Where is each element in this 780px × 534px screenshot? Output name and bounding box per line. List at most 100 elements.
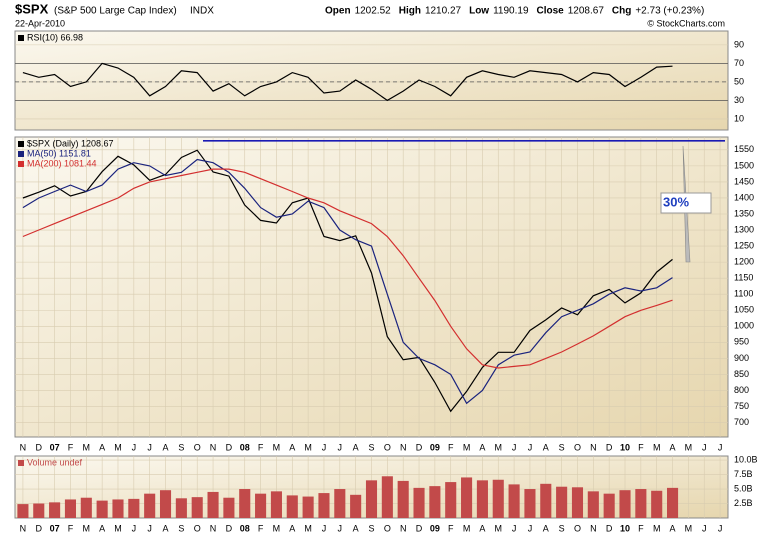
x-tick-label: J	[718, 442, 723, 452]
x-tick-label: J	[718, 523, 723, 533]
x-tick-label: A	[163, 523, 169, 533]
y-tick-label: 1000	[734, 321, 754, 331]
quote-label: High	[399, 6, 421, 17]
y-tick-label: 1500	[734, 160, 754, 170]
x-tick-label: S	[368, 523, 374, 533]
x-tick-label: M	[83, 442, 91, 452]
volume-bar	[413, 487, 425, 518]
y-tick-label: 2.5B	[734, 498, 753, 508]
x-tick-label: A	[99, 523, 105, 533]
volume-bar	[239, 489, 251, 518]
volume-bar	[492, 479, 504, 518]
exchange: INDX	[190, 6, 214, 17]
x-tick-label: J	[132, 523, 137, 533]
x-tick-label: O	[574, 523, 581, 533]
volume-bar	[429, 486, 441, 518]
series-line	[22, 62, 673, 102]
y-tick-label: 1350	[734, 208, 754, 218]
x-tick-label: M	[83, 523, 91, 533]
quote-value: +2.73 (+0.23%)	[635, 6, 704, 17]
quote-value: 1202.52	[355, 6, 392, 17]
volume-bar	[17, 504, 29, 518]
x-tick-label: J	[322, 523, 327, 533]
y-tick-label: 70	[734, 58, 744, 68]
x-tick-label: J	[322, 442, 327, 452]
x-tick-label: J	[528, 442, 533, 452]
x-tick-label: M	[495, 523, 503, 533]
volume-bar	[540, 483, 552, 518]
x-tick-label: D	[416, 442, 423, 452]
y-tick-label: 1050	[734, 305, 754, 315]
volume-bar	[476, 480, 488, 518]
y-tick-label: 1150	[734, 273, 753, 283]
x-tick-label: D	[416, 523, 423, 533]
quote-label: Low	[469, 6, 489, 17]
quote-value: 1190.19	[493, 6, 529, 17]
volume-bar	[318, 493, 330, 518]
volume-bar	[191, 497, 203, 518]
x-tick-label: N	[400, 442, 407, 452]
quote-label: Open	[325, 6, 351, 17]
volume-bar	[571, 487, 584, 518]
x-tick-label: N	[590, 442, 597, 452]
series-line	[22, 168, 673, 369]
volume-bar	[80, 497, 92, 518]
y-tick-label: 1250	[734, 240, 754, 250]
x-tick-label: J	[512, 523, 517, 533]
x-tick-label: A	[670, 442, 676, 452]
x-tick-label: A	[543, 523, 549, 533]
x-tick-label: A	[479, 442, 485, 452]
volume-bar	[619, 490, 631, 518]
annotation-box	[660, 192, 712, 214]
volume-bar	[334, 489, 346, 518]
volume-bar	[635, 489, 647, 518]
y-tick-label: 7.5B	[734, 469, 753, 479]
x-tick-label: F	[638, 523, 644, 533]
volume-bar	[175, 498, 187, 518]
x-tick-label: J	[147, 442, 152, 452]
x-tick-label: J	[338, 442, 343, 452]
date: 22-Apr-2010	[15, 18, 65, 28]
x-tick-label: M	[463, 442, 471, 452]
x-tick-label: F	[68, 523, 74, 533]
x-tick-label: M	[114, 442, 122, 452]
x-tick-label: A	[99, 442, 105, 452]
volume-bar	[365, 480, 378, 518]
x-tick-label: M	[114, 523, 122, 533]
y-tick-label: 30	[734, 95, 744, 105]
volume-bar	[207, 491, 219, 518]
y-tick-label: 1450	[734, 176, 754, 186]
x-tick-label: 10	[620, 523, 630, 533]
volume-bar	[381, 476, 393, 518]
y-tick-label: 10.0B	[734, 454, 758, 464]
x-tick-label: D	[606, 442, 613, 452]
x-tick-label: A	[479, 523, 485, 533]
x-tick-label: 08	[240, 442, 250, 452]
volume-bar	[112, 499, 124, 518]
legend-swatch	[18, 35, 24, 41]
legend-label: MA(50) 1151.81	[27, 148, 91, 158]
x-tick-label: M	[653, 523, 661, 533]
x-tick-label: 09	[430, 442, 440, 452]
y-tick-label: 1550	[734, 144, 754, 154]
x-tick-label: O	[194, 442, 201, 452]
x-tick-label: J	[338, 523, 343, 533]
x-tick-label: A	[543, 442, 549, 452]
rsi-panel	[14, 30, 729, 131]
y-tick-label: 90	[734, 39, 744, 49]
x-tick-label: N	[210, 523, 217, 533]
x-tick-label: M	[685, 523, 693, 533]
volume-bar	[64, 499, 77, 518]
index-name: (S&P 500 Large Cap Index)	[54, 6, 177, 17]
y-tick-label: 1400	[734, 192, 754, 202]
x-tick-label: A	[353, 523, 359, 533]
x-tick-label: F	[638, 442, 644, 452]
x-tick-label: J	[512, 442, 517, 452]
plot: 10 30 50 70 90 RSI(10) 66.98 700 750 800 850 900 95…	[15, 32, 758, 533]
volume-bar	[255, 493, 267, 518]
volume-bar	[128, 498, 140, 518]
x-tick-label: F	[258, 523, 264, 533]
x-tick-label: N	[20, 442, 27, 452]
volume-bar	[159, 490, 172, 518]
